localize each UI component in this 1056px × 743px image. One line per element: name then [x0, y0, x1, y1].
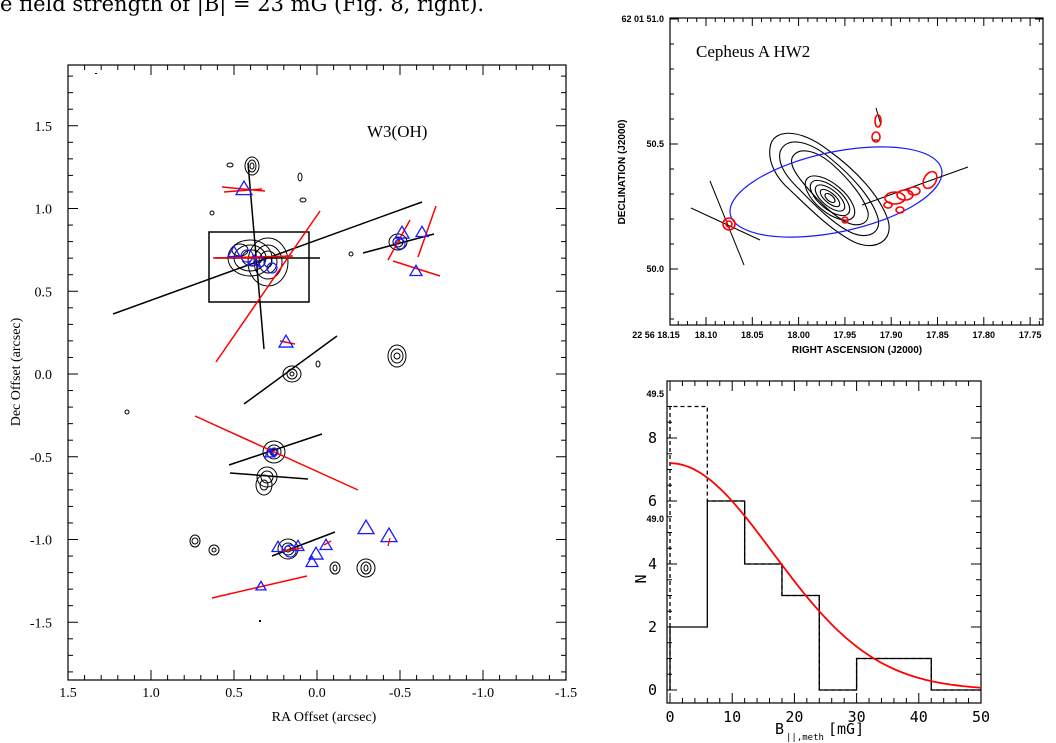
w3oh-triangle — [307, 545, 325, 560]
cepheus-y-tick-label: 50.5 — [646, 139, 664, 149]
histogram-xlabel-subscript: ||,meth — [786, 733, 824, 743]
w3oh-x-tick-label: -1.5 — [555, 686, 577, 701]
cepheus-y-tick-label: 50.0 — [646, 264, 664, 274]
w3oh-triangle — [356, 518, 376, 535]
w3oh-blue-circles — [240, 238, 406, 558]
histogram-x-tick-label: 10 — [723, 708, 741, 726]
w3oh-y-tick-label: 1.5 — [35, 120, 53, 135]
cepheus-x-tick-label: 18.00 — [787, 330, 810, 340]
w3oh-zoom-box — [208, 231, 310, 303]
cepheus-x-tick-label: 17.90 — [880, 330, 903, 340]
histogram-x-tick-label: 40 — [910, 708, 928, 726]
cepheus-x-tick-label: 17.80 — [973, 330, 996, 340]
w3oh-frame — [67, 64, 567, 681]
histogram-fit-curve — [669, 462, 982, 689]
w3oh-triangle — [277, 333, 295, 348]
histogram-y-tick-label: 6 — [648, 492, 657, 510]
w3oh-triangle — [234, 179, 254, 196]
w3oh-triangle — [304, 554, 320, 568]
cepheus-ylabel: DECLINATION (J2000) — [617, 120, 628, 225]
histogram-xlabel: B ||,meth [mG] — [775, 720, 864, 743]
w3oh-triangle — [408, 263, 424, 277]
cepheus-x-tick-label: 18.05 — [741, 330, 764, 340]
histogram-xlabel-unit: [mG] — [828, 720, 864, 738]
cepheus-x-tick-label: 17.75 — [1019, 330, 1042, 340]
histogram-x-tick-label: 30 — [848, 708, 866, 726]
w3oh-y-tick-label: 1.0 — [35, 203, 53, 218]
w3oh-y-tick-label: -1.5 — [30, 616, 52, 631]
w3oh-red-ticks — [236, 257, 391, 552]
w3oh-x-tick-label: 1.5 — [59, 686, 77, 701]
histogram-x-tick-labels: 0 10 20 30 40 50 — [665, 708, 990, 726]
w3oh-triangle — [414, 224, 430, 238]
cepheus-xlabel: RIGHT ASCENSION (J2000) — [792, 345, 922, 356]
w3oh-contours — [124, 156, 408, 578]
cepheus-ticks — [670, 18, 1043, 325]
histogram-dashed-series — [669, 405, 981, 691]
w3oh-y-tick-label: 0.0 — [35, 368, 53, 383]
cepheus-x-tick-label: 17.95 — [834, 330, 857, 340]
w3oh-triangle — [270, 539, 286, 553]
w3oh-x-tick-label: 0.5 — [225, 686, 243, 701]
w3oh-title: W3(OH) — [367, 122, 427, 141]
histogram-ylabel: N — [632, 574, 650, 583]
histogram-frame — [666, 380, 982, 704]
histogram-y-tick-label: 8 — [648, 429, 657, 447]
cepheus-panel: 22 56 18.15 18.10 18.05 18.00 17.95 17.90 17.8… — [617, 14, 1044, 524]
cepheus-blue-ellipse — [729, 146, 943, 238]
cepheus-y-tick-labels: 62 01 51.0 50.5 50.0 49.5 49.0 — [621, 14, 664, 524]
cepheus-red-masers — [722, 114, 938, 231]
cepheus-y-tick-label: 49.5 — [646, 389, 664, 399]
histogram-solid-series — [669, 500, 981, 691]
w3oh-x-tick-label: 0.0 — [308, 686, 326, 701]
w3oh-x-tick-label: -0.5 — [389, 686, 411, 701]
cepheus-frame — [669, 17, 1044, 326]
cepheus-title: Cepheus A HW2 — [696, 42, 810, 61]
w3oh-dots — [95, 73, 261, 622]
w3oh-y-tick-label: -1.0 — [30, 534, 52, 549]
cepheus-x-tick-labels: 22 56 18.15 18.10 18.05 18.00 17.95 17.90 17.8… — [632, 330, 1041, 340]
histogram-panel: 0 10 20 30 40 50 0 2 4 6 8 N B ||,meth [mG] — [632, 380, 990, 743]
caption-text: e field strength of |B| = 23 mG (Fig. 8,… — [0, 0, 485, 16]
cepheus-y-tick-label: 62 01 51.0 — [621, 14, 664, 24]
w3oh-triangle — [254, 580, 268, 591]
w3oh-y-tick-labels: 1.5 1.0 0.5 0.0 -0.5 -1.0 -1.5 — [30, 120, 52, 632]
w3oh-triangle — [393, 224, 411, 239]
histogram-y-tick-label: 0 — [648, 681, 657, 699]
histogram-x-tick-label: 20 — [785, 708, 803, 726]
cepheus-y-tick-label: 49.0 — [646, 514, 664, 524]
w3oh-y-tick-label: 0.5 — [35, 285, 53, 300]
w3oh-triangle — [263, 447, 277, 458]
w3oh-black-vectors — [112, 162, 435, 557]
histogram-x-tick-label: 0 — [665, 708, 674, 726]
w3oh-x-tick-labels: 1.5 1.0 0.5 0.0 -0.5 -1.0 -1.5 — [59, 686, 577, 701]
w3oh-y-tick-label: -0.5 — [30, 451, 52, 466]
cepheus-x-tick-label: 17.85 — [926, 330, 949, 340]
w3oh-ticks — [67, 65, 567, 680]
histogram-ticks — [667, 381, 982, 703]
histogram-y-tick-labels: 0 2 4 6 8 — [648, 429, 657, 699]
w3oh-xlabel: RA Offset (arcsec) — [272, 710, 377, 725]
cepheus-x-tick-label: 22 56 18.15 — [632, 330, 680, 340]
histogram-y-tick-label: 2 — [648, 618, 657, 636]
cepheus-contours — [769, 132, 890, 247]
histogram-x-tick-label: 50 — [972, 708, 990, 726]
w3oh-triangle — [318, 537, 334, 551]
w3oh-triangle — [290, 538, 306, 552]
w3oh-red-vectors — [194, 186, 441, 599]
w3oh-panel: 1.5 1.0 0.5 0.0 -0.5 -1.0 -1.5 1.5 1.0 0.5 0.0 -0.… — [9, 64, 577, 725]
histogram-bars — [669, 405, 981, 691]
cepheus-black-lines — [690, 107, 969, 266]
w3oh-x-tick-label: 1.0 — [142, 686, 160, 701]
histogram-xlabel-main: B — [775, 720, 784, 738]
histogram-y-tick-label: 4 — [648, 555, 657, 573]
w3oh-x-tick-label: -1.0 — [472, 686, 494, 701]
w3oh-triangle — [226, 244, 242, 258]
cepheus-x-tick-label: 18.10 — [695, 330, 718, 340]
w3oh-ylabel: Dec Offset (arcsec) — [9, 317, 24, 426]
